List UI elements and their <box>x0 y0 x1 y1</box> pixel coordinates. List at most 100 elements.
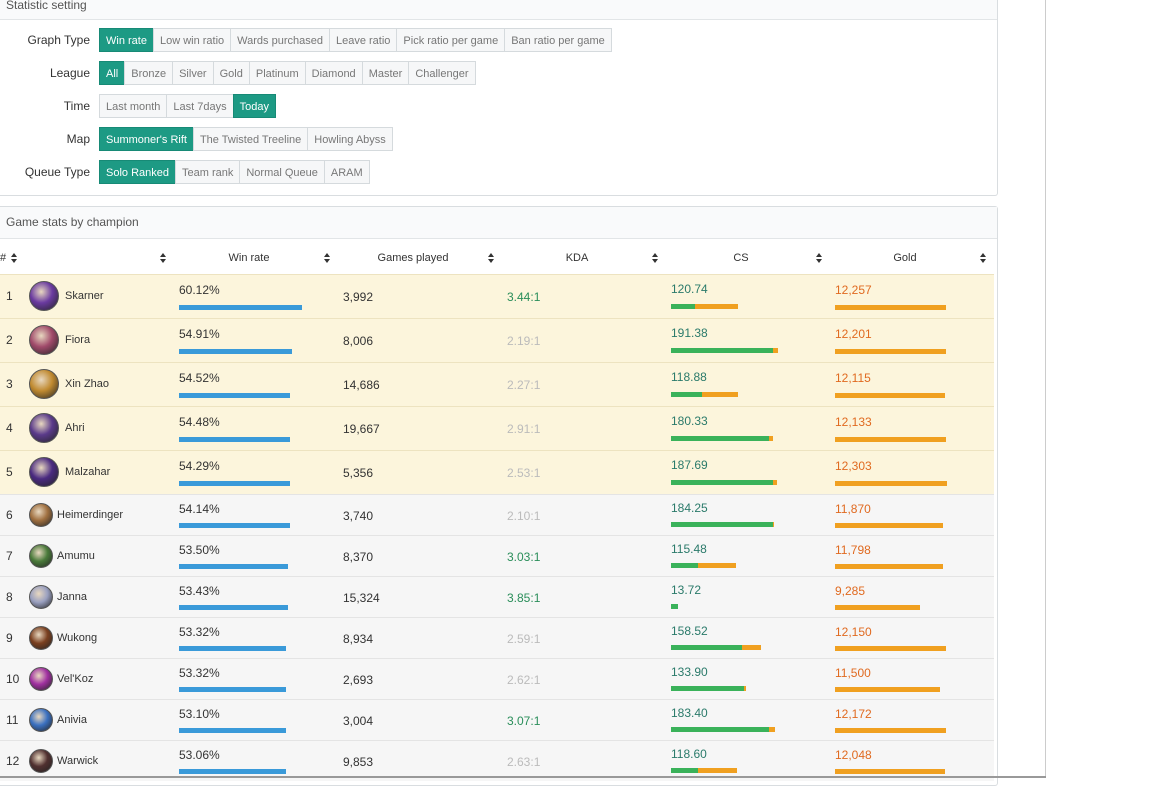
champion-name[interactable]: Wukong <box>57 631 98 644</box>
option-button[interactable]: Today <box>232 94 276 118</box>
option-button[interactable]: Leave ratio <box>328 28 398 52</box>
option-button[interactable]: The Twisted Treeline <box>192 127 309 151</box>
cs-bar <box>671 563 698 568</box>
champion-avatar[interactable] <box>29 502 53 527</box>
champion-avatar[interactable] <box>29 707 53 732</box>
games-played-value: 3,992 <box>343 290 374 304</box>
option-button[interactable]: Wards purchased <box>230 28 330 52</box>
cs-value: 120.74 <box>671 282 708 296</box>
cs-value: 115.48 <box>671 542 707 556</box>
option-button[interactable]: Platinum <box>248 61 306 85</box>
column-kda[interactable]: KDA <box>565 252 589 264</box>
gold-bar <box>835 393 945 398</box>
sort-icon[interactable] <box>980 253 986 263</box>
champion-avatar[interactable] <box>29 543 53 568</box>
column-win-rate[interactable]: Win rate <box>228 252 270 264</box>
champion-name[interactable]: Malzahar <box>65 466 111 478</box>
table-row[interactable]: 9 Wukong 53.32% 8,934 2.59:1 158.52 12,150 <box>0 617 994 658</box>
rank-number: 11 <box>6 712 19 727</box>
gold-bar <box>835 728 946 733</box>
gold-bar <box>835 605 920 610</box>
column-gold[interactable]: Gold <box>893 252 917 264</box>
rank-number: 10 <box>6 671 20 686</box>
rank-number: 1 <box>6 289 13 303</box>
table-row[interactable]: 4 Ahri 54.48% 19,667 2.91:1 180.33 12,133 <box>0 406 994 450</box>
option-button[interactable]: Normal Queue <box>239 160 325 184</box>
option-button[interactable]: Challenger <box>408 61 476 85</box>
champion-name[interactable]: Heimerdinger <box>57 508 124 521</box>
option-button[interactable]: Team rank <box>175 160 241 184</box>
sort-icon[interactable] <box>324 253 330 263</box>
champion-avatar[interactable] <box>29 748 53 773</box>
option-button[interactable]: Howling Abyss <box>307 127 393 151</box>
option-button[interactable]: Pick ratio per game <box>396 28 506 52</box>
option-button[interactable]: Bronze <box>124 61 174 85</box>
option-button[interactable]: Ban ratio per game <box>504 28 612 52</box>
rank-number: 7 <box>6 548 13 563</box>
table-row[interactable]: 2 Fiora 54.91% 8,006 2.19:1 191.38 12,201 <box>0 318 994 362</box>
option-button[interactable]: ARAM <box>323 160 370 184</box>
sort-icon[interactable] <box>11 253 17 263</box>
column-games-played[interactable]: Games played <box>377 252 449 264</box>
champion-avatar[interactable] <box>29 625 53 650</box>
table-row[interactable]: 6 Heimerdinger 54.14% 3,740 2.10:1 184.25 11,8… <box>0 494 994 535</box>
cs-value: 118.88 <box>671 370 707 384</box>
champion-name[interactable]: Vel'Koz <box>57 672 94 685</box>
setting-label: Queue Type <box>24 165 90 179</box>
option-button[interactable]: Silver <box>172 61 214 85</box>
table-row[interactable]: 11 Anivia 53.10% 3,004 3.07:1 183.40 12,172 <box>0 699 994 740</box>
cs-value: 13.72 <box>671 583 702 597</box>
kda-value: 3.85:1 <box>507 590 541 605</box>
champion-avatar[interactable] <box>29 584 53 609</box>
champion-avatar[interactable] <box>29 325 59 355</box>
table-row[interactable]: 7 Amumu 53.50% 8,370 3.03:1 115.48 11,798 <box>0 535 994 576</box>
cs-value: 118.60 <box>671 747 707 761</box>
champion-avatar[interactable] <box>29 369 59 399</box>
sort-icon[interactable] <box>816 253 822 263</box>
column-rank[interactable]: # <box>0 252 7 264</box>
option-button[interactable]: Summoner's Rift <box>99 127 194 151</box>
option-button[interactable]: Last month <box>99 94 168 118</box>
champion-avatar[interactable] <box>29 281 59 311</box>
sort-icon[interactable] <box>160 253 166 263</box>
champion-name[interactable]: Janna <box>57 590 87 603</box>
champion-name[interactable]: Amumu <box>57 549 95 562</box>
champion-avatar[interactable] <box>29 413 59 443</box>
table-row[interactable]: 1 Skarner 60.12% 3,992 3.44:1 120.74 12,257 <box>0 274 994 318</box>
win-rate-value: 54.52% <box>179 371 220 385</box>
option-button[interactable]: Win rate <box>99 28 154 52</box>
option-button[interactable]: Last 7days <box>166 94 234 118</box>
option-button-group: Last month Last 7days Today <box>99 94 276 118</box>
champion-name[interactable]: Warwick <box>57 754 99 767</box>
champion-name[interactable]: Ahri <box>65 422 85 434</box>
rank-number: 3 <box>6 377 13 391</box>
rank-number: 12 <box>6 753 20 768</box>
champion-avatar[interactable] <box>29 457 59 487</box>
game-stats-panel: Game stats by champion # Win rate Games … <box>0 206 998 786</box>
sort-icon[interactable] <box>652 253 658 263</box>
champion-name[interactable]: Xin Zhao <box>65 378 110 390</box>
table-row[interactable]: 3 Xin Zhao 54.52% 14,686 2.27:1 118.88 12,115 <box>0 362 994 406</box>
kda-value: 2.63:1 <box>507 754 541 769</box>
option-button[interactable]: Master <box>361 61 410 85</box>
option-button[interactable]: Low win ratio <box>152 28 232 52</box>
cs-bar <box>671 686 744 691</box>
cs-bar <box>671 522 773 527</box>
table-row[interactable]: 5 Malzahar 54.29% 5,356 2.53:1 187.69 12,303 <box>0 450 994 494</box>
option-button[interactable]: Diamond <box>304 61 363 85</box>
champion-name[interactable]: Fiora <box>65 334 91 346</box>
table-row[interactable]: 8 Janna 53.43% 15,324 3.85:1 13.72 9,285 <box>0 576 994 617</box>
column-cs[interactable]: CS <box>733 252 749 264</box>
table-row[interactable]: 12 Warwick 53.06% 9,853 2.63:1 118.60 12,048 <box>0 740 994 781</box>
champion-avatar[interactable] <box>29 666 53 691</box>
option-button[interactable]: Solo Ranked <box>99 160 176 184</box>
sort-icon[interactable] <box>488 253 494 263</box>
cs-bar-total <box>671 768 737 773</box>
option-button[interactable]: All <box>99 61 126 85</box>
kda-value: 3.03:1 <box>507 549 541 564</box>
kda-value: 2.19:1 <box>507 334 541 348</box>
table-row[interactable]: 10 Vel'Koz 53.32% 2,693 2.62:1 133.90 11,500 <box>0 658 994 699</box>
champion-name[interactable]: Skarner <box>65 290 104 302</box>
champion-name[interactable]: Anivia <box>57 713 87 726</box>
option-button[interactable]: Gold <box>212 61 250 85</box>
